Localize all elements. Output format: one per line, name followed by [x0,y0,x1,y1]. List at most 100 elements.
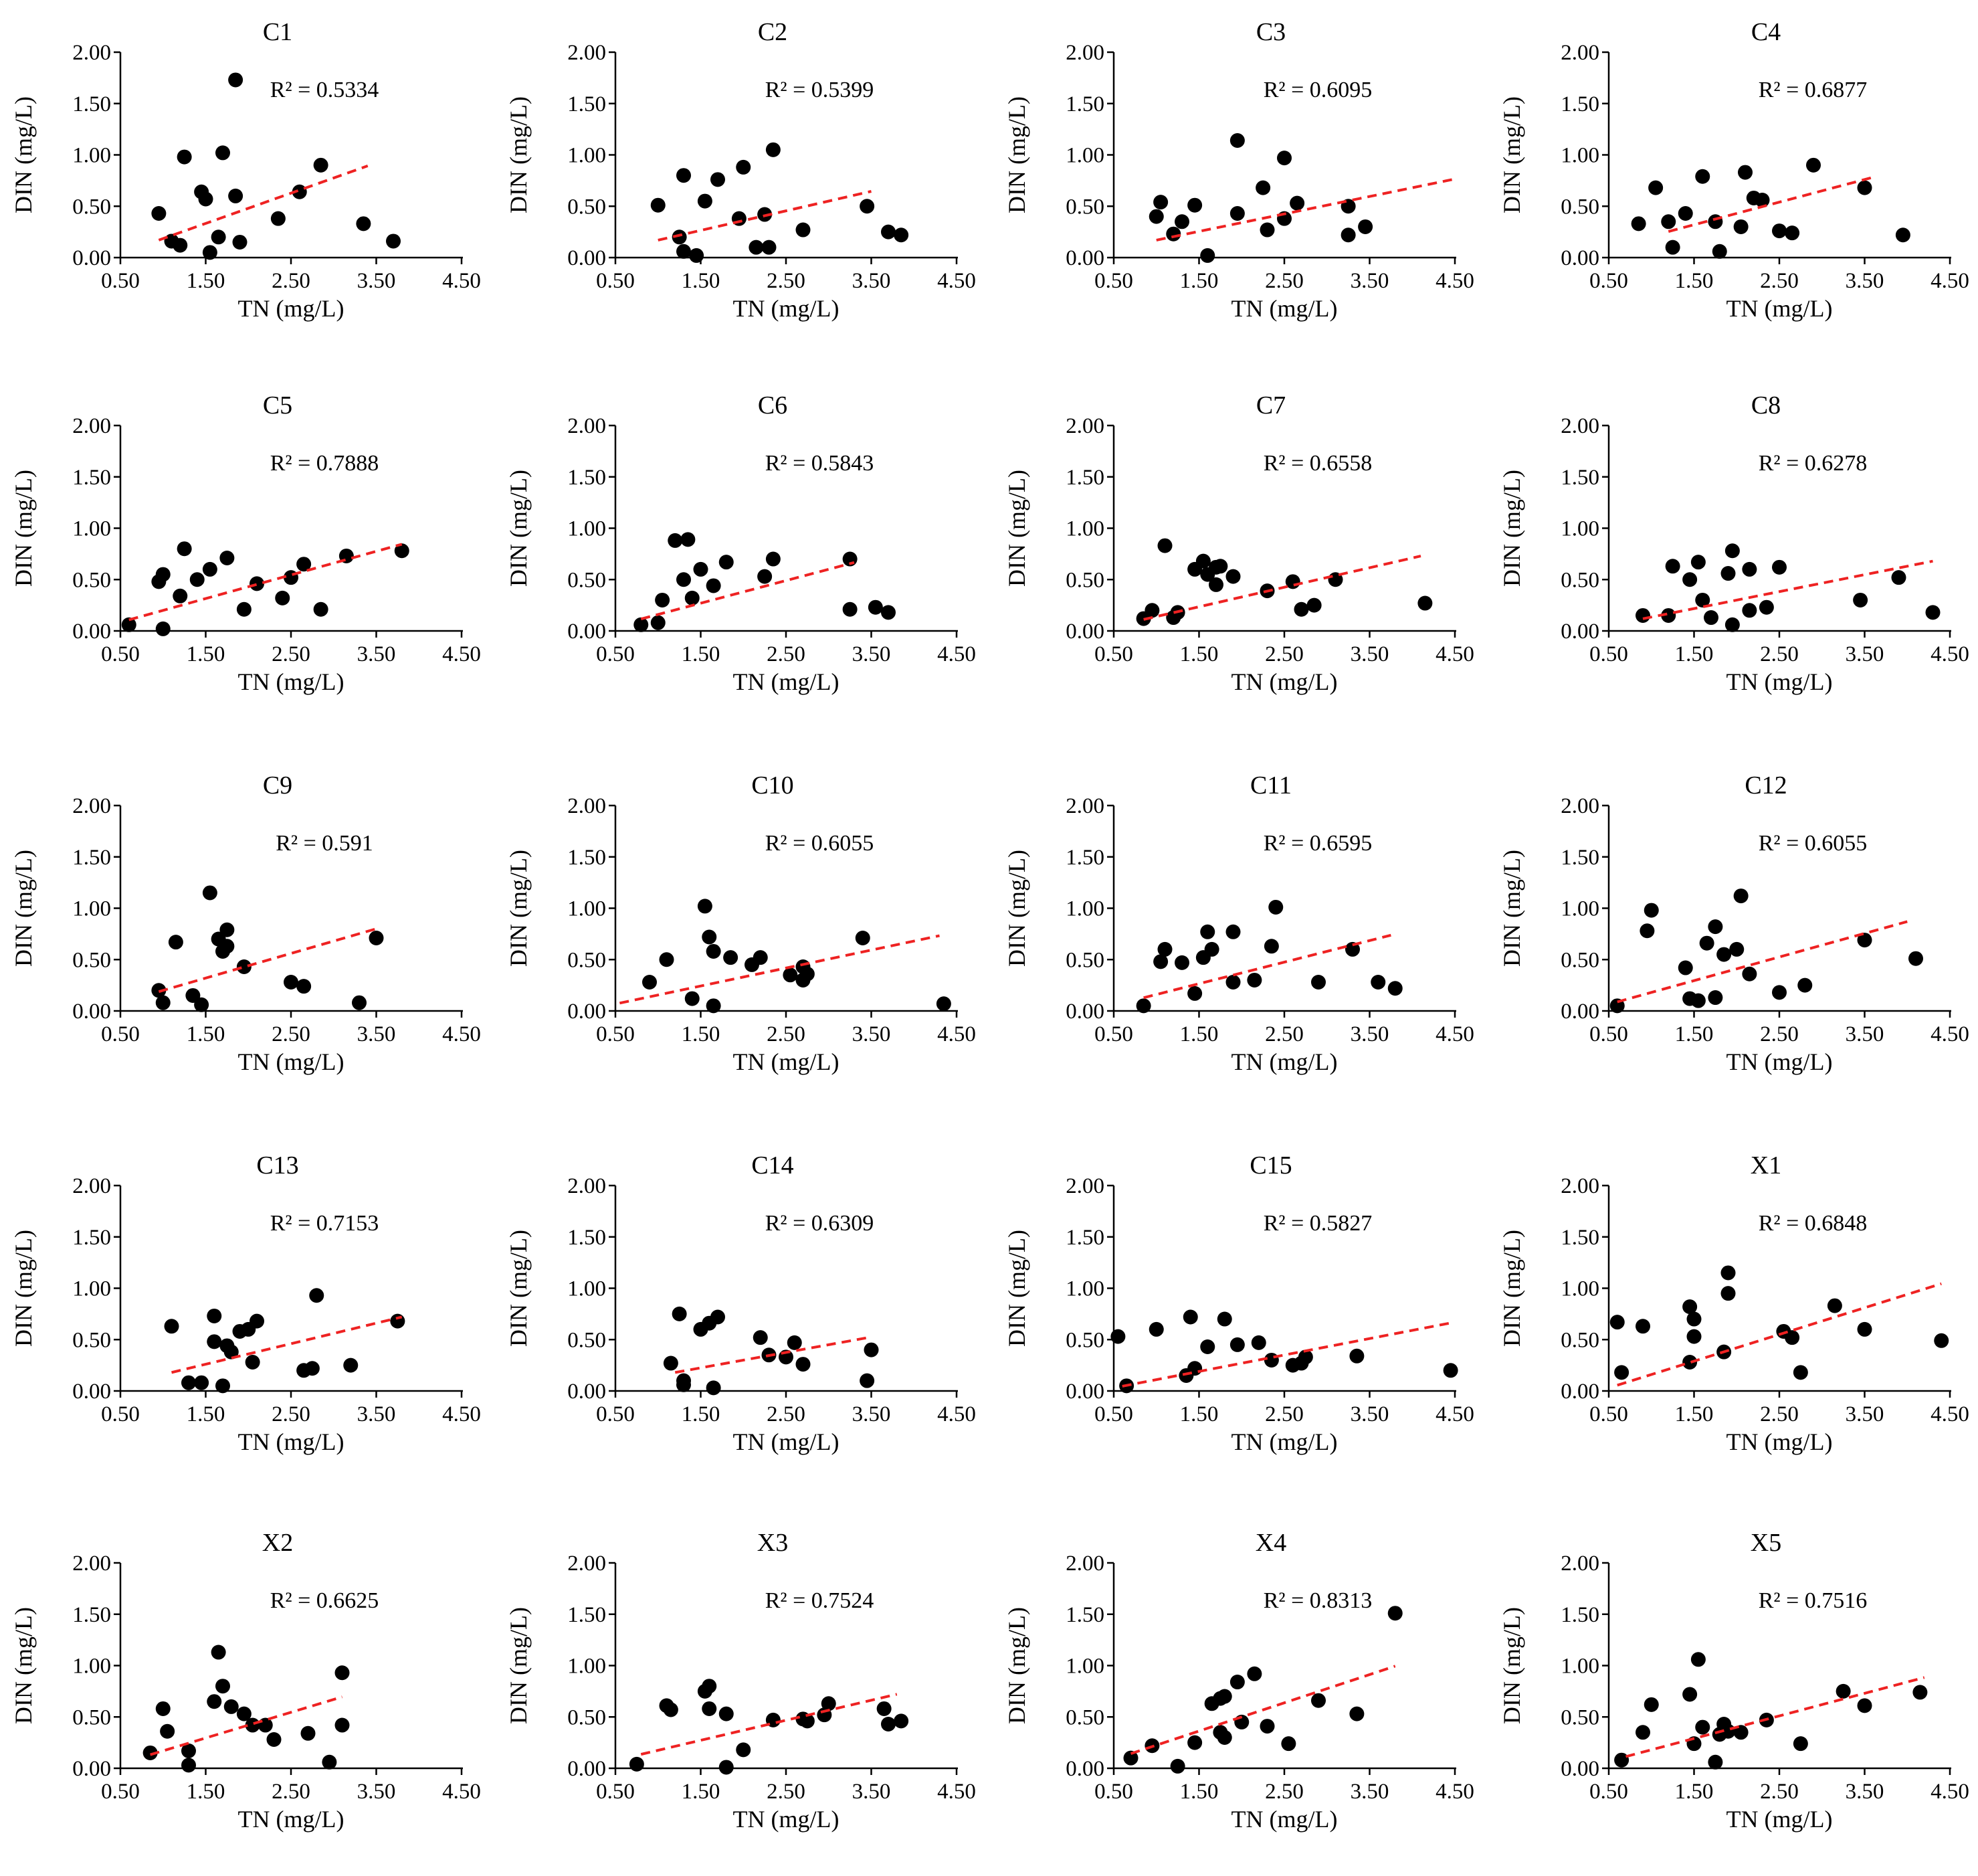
y-tick-label: 1.50 [1561,1226,1599,1250]
r2-annotation: R² = 0.6055 [1759,831,1868,856]
x-tick-label: 3.50 [1846,642,1884,666]
data-point [1157,538,1173,553]
panel-c15: 0.000.501.001.502.000.50 1.50 2.50 3.50 4.50… [1003,1151,1474,1455]
data-point [753,1330,768,1345]
data-point [1827,1298,1842,1313]
data-point [1665,240,1680,255]
data-point [1836,1683,1851,1699]
data-point [706,998,721,1014]
x-tick-label: 2.50 [272,1780,310,1804]
trend-line [1668,176,1874,233]
y-tick-label: 1.00 [1561,517,1599,541]
panel-c10: 0.000.501.001.502.000.50 1.50 2.50 3.50 4.50… [505,771,976,1075]
data-point [1678,205,1693,221]
x-axis-label: TN (mg/L) [1726,1048,1833,1075]
data-point [1733,1725,1749,1740]
data-point [1720,1265,1736,1281]
y-axis-label: DIN (mg/L) [505,1230,532,1347]
y-tick-label: 0.00 [72,1380,111,1404]
data-point [215,1679,230,1694]
x-tick-label: 1.50 [682,1780,720,1804]
data-point [1251,1335,1266,1350]
data-point [1785,225,1800,241]
data-point [1225,975,1241,990]
trend-line [158,927,377,994]
y-tick-label: 1.50 [1066,846,1104,870]
x-tick-label: 4.50 [442,1022,481,1046]
data-point [787,1335,802,1350]
y-tick-label: 2.00 [1066,414,1104,438]
data-point [894,227,909,243]
data-point [1695,169,1710,184]
data-point [702,929,717,945]
y-tick-label: 1.00 [72,517,111,541]
data-point [693,561,708,577]
data-point [672,229,687,245]
x-axis-label: TN (mg/L) [1231,295,1338,322]
y-tick-label: 1.00 [1561,897,1599,921]
r2-annotation: R² = 0.5334 [270,78,379,102]
y-tick-label: 0.50 [1066,195,1104,219]
data-point [1793,1365,1808,1380]
data-point [1281,1736,1296,1752]
data-point [881,605,896,620]
data-point [1686,1311,1702,1327]
y-tick-label: 0.00 [1561,1380,1599,1404]
data-point [1217,1311,1232,1327]
data-point [1755,193,1770,208]
y-tick-label: 0.00 [567,1757,606,1781]
y-tick-label: 0.50 [1561,1705,1599,1729]
r2-annotation: R² = 0.6309 [765,1211,874,1236]
x-axis-label: TN (mg/L) [238,1428,344,1455]
y-tick-label: 0.50 [1561,568,1599,592]
x-tick-label: 3.50 [1846,1780,1884,1804]
data-point [1311,1693,1326,1708]
data-point [655,592,670,607]
data-point [1149,209,1164,224]
data-point [386,233,401,249]
data-point [689,248,704,263]
panel-title: C12 [1745,771,1787,800]
data-point [215,145,230,161]
data-point [1229,205,1245,221]
x-tick-label: 2.50 [1760,269,1799,293]
panel-title: C8 [1751,391,1781,419]
panel-x5: 0.000.501.001.502.000.50 1.50 2.50 3.50 4.50… [1498,1529,1969,1833]
x-axis-label: TN (mg/L) [733,1806,839,1833]
x-tick-label: 1.50 [1180,1780,1219,1804]
x-tick-label: 1.50 [1675,1022,1714,1046]
panel-title: C1 [263,18,292,46]
trend-line [1156,177,1456,242]
panel-title: X3 [757,1529,788,1557]
y-tick-label: 0.50 [1561,948,1599,972]
data-point [228,188,243,203]
data-point [1136,998,1151,1014]
data-point [894,1713,909,1729]
x-tick-label: 2.50 [1760,1780,1799,1804]
x-tick-label: 2.50 [1265,269,1304,293]
data-point [177,541,192,557]
x-tick-label: 3.50 [1351,1780,1389,1804]
y-axis-label: DIN (mg/L) [1498,1230,1525,1347]
data-point [1187,197,1203,213]
data-point [275,590,290,605]
data-point [313,601,328,617]
data-point [207,1308,222,1323]
data-point [1738,165,1753,180]
x-tick-label: 2.50 [272,642,310,666]
x-axis-label: TN (mg/L) [1231,1428,1338,1455]
data-point [334,1717,350,1733]
data-point [1260,222,1275,238]
data-point [860,1373,875,1388]
data-point [177,149,192,165]
data-point [1166,226,1181,242]
data-point [650,197,666,213]
y-tick-label: 0.50 [72,1705,111,1729]
data-point [1785,1330,1800,1345]
panel-c14: 0.000.501.001.502.000.50 1.50 2.50 3.50 4.50… [505,1151,976,1455]
data-point [245,1355,260,1370]
data-point [1661,214,1676,229]
x-tick-label: 3.50 [357,1402,396,1426]
data-point [1443,1363,1458,1378]
panel-x2: 0.000.501.001.502.000.50 1.50 2.50 3.50 4.50… [10,1529,481,1833]
